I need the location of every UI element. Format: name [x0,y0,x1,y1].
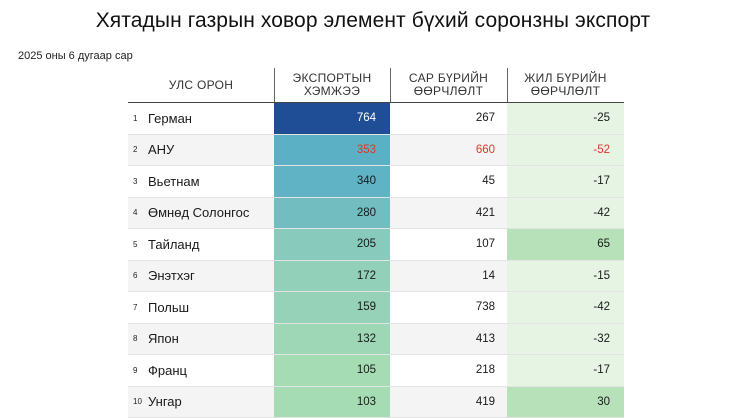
header-mom: САР БҮРИЙН ӨӨРЧЛӨЛТ [390,68,508,102]
rank-label: 10 [133,397,142,406]
country-cell: 7 Польш [128,292,274,323]
mom-change-cell: 413 [390,324,507,355]
yoy-change-cell: 30 [507,387,624,418]
yoy-change-cell: -52 [507,135,624,166]
rank-label: 2 [133,145,137,154]
export-value-cell: 103 [274,387,390,418]
yoy-change-cell: -42 [507,292,624,323]
country-cell: 6 Энэтхэг [128,261,274,292]
rank-label: 9 [133,366,137,375]
export-value-cell: 280 [274,198,390,229]
country-label: Герман [148,111,192,126]
rank-label: 5 [133,240,137,249]
yoy-change-cell: -32 [507,324,624,355]
country-label: Япон [148,331,179,346]
country-cell: 1 Герман [128,103,274,134]
country-label: Өмнөд Солонгос [148,205,249,220]
export-value-cell: 159 [274,292,390,323]
country-cell: 2 АНУ [128,135,274,166]
mom-change-cell: 107 [390,229,507,260]
mom-change-cell: 660 [390,135,507,166]
export-value-cell: 172 [274,261,390,292]
mom-change-cell: 218 [390,355,507,386]
export-value-cell: 132 [274,324,390,355]
country-label: Польш [148,300,189,315]
country-cell: 4 Өмнөд Солонгос [128,198,274,229]
country-label: Унгар [148,394,182,409]
rank-label: 8 [133,334,137,343]
rank-label: 6 [133,271,137,280]
rank-label: 3 [133,177,137,186]
chart-title: Хятадын газрын ховор элемент бүхий сорон… [0,9,746,33]
country-cell: 10 Унгар [128,387,274,418]
header-country: УЛС ОРОН [128,68,275,102]
mom-change-cell: 421 [390,198,507,229]
header-export: ЭКСПОРТЫН ХЭМЖЭЭ [274,68,391,102]
header-yoy: ЖИЛ БҮРИЙН ӨӨРЧЛӨЛТ [507,68,624,102]
rank-label: 4 [133,208,137,217]
export-value-cell: 205 [274,229,390,260]
country-cell: 9 Франц [128,355,274,386]
yoy-change-cell: -17 [507,166,624,197]
yoy-change-cell: -25 [507,103,624,134]
rank-label: 1 [133,114,137,123]
country-label: Энэтхэг [148,268,195,283]
yoy-change-cell: -15 [507,261,624,292]
export-value-cell: 353 [274,135,390,166]
country-label: Вьетнам [148,174,200,189]
yoy-change-cell: -42 [507,198,624,229]
export-value-cell: 764 [274,103,390,134]
mom-change-cell: 267 [390,103,507,134]
country-cell: 5 Тайланд [128,229,274,260]
yoy-change-cell: 65 [507,229,624,260]
country-cell: 8 Япон [128,324,274,355]
country-label: Франц [148,363,187,378]
mom-change-cell: 14 [390,261,507,292]
country-cell: 3 Вьетнам [128,166,274,197]
country-label: АНУ [148,142,174,157]
country-label: Тайланд [148,237,199,252]
export-value-cell: 105 [274,355,390,386]
yoy-change-cell: -17 [507,355,624,386]
mom-change-cell: 45 [390,166,507,197]
chart-subtitle: 2025 оны 6 дугаар сар [18,50,133,62]
mom-change-cell: 738 [390,292,507,323]
export-value-cell: 340 [274,166,390,197]
rank-label: 7 [133,303,137,312]
mom-change-cell: 419 [390,387,507,418]
